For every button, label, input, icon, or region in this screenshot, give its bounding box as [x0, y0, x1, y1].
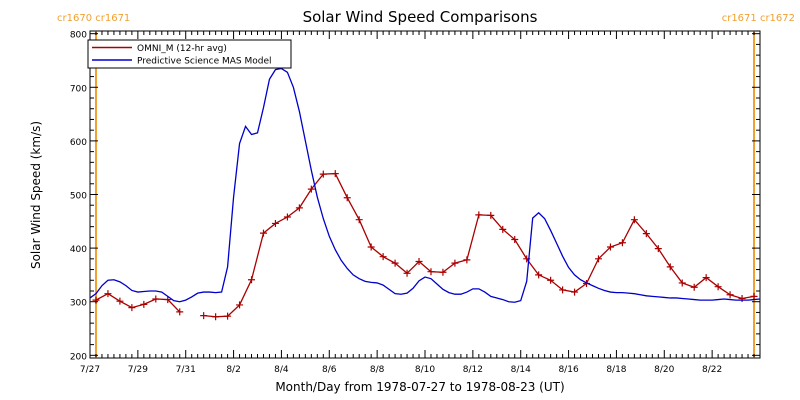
data-point — [642, 230, 650, 238]
x-tick-label: 8/20 — [654, 365, 674, 375]
plot-border — [89, 30, 761, 359]
data-point — [499, 225, 507, 233]
data-point — [224, 312, 232, 320]
data-point — [259, 229, 267, 237]
x-tick-label: 8/6 — [322, 365, 337, 375]
data-point — [511, 236, 519, 244]
data-point — [152, 295, 160, 303]
x-tick-label: 8/2 — [226, 365, 240, 375]
legend: OMNI_M (12-hr avg) Predictive Science MA… — [87, 39, 292, 69]
data-point — [427, 268, 435, 276]
data-point — [714, 283, 722, 291]
data-point — [463, 256, 471, 264]
data-point — [283, 213, 291, 221]
data-point — [535, 271, 543, 279]
x-axis-title: Month/Day from 1978-07-27 to 1978-08-23 … — [275, 380, 564, 394]
data-point — [140, 300, 148, 308]
data-point — [678, 279, 686, 287]
data-point — [391, 259, 399, 267]
series-1 — [89, 67, 761, 303]
data-point — [271, 219, 279, 227]
data-point — [403, 269, 411, 277]
x-tick-label: 8/22 — [702, 365, 722, 375]
data-point — [379, 253, 387, 261]
series-line — [89, 67, 761, 303]
data-point — [606, 243, 614, 251]
data-point — [594, 255, 602, 263]
data-point — [559, 286, 567, 294]
series-0 — [92, 170, 758, 321]
data-point — [690, 283, 698, 291]
x-tick-label: 8/10 — [415, 365, 435, 375]
series-line — [203, 172, 755, 318]
data-point — [475, 211, 483, 219]
data-point — [415, 258, 423, 266]
data-point — [307, 185, 315, 193]
data-point — [738, 294, 746, 302]
y-tick-label: 500 — [70, 192, 87, 202]
y-tick-label: 600 — [70, 138, 87, 148]
data-point — [439, 268, 447, 276]
x-tick-label: 8/4 — [274, 365, 289, 375]
y-tick-label: 700 — [70, 84, 87, 94]
y-tick-label: 400 — [70, 245, 87, 255]
rotation-marker-label: cr1670 cr1671 — [57, 13, 130, 24]
data-point — [331, 170, 339, 178]
data-point — [355, 216, 363, 224]
data-point — [295, 204, 303, 212]
series-lines — [89, 67, 761, 321]
data-point — [487, 211, 495, 219]
data-point — [547, 276, 555, 284]
plot-frame — [89, 30, 761, 359]
data-point — [128, 304, 136, 312]
data-point — [654, 245, 662, 253]
data-point — [451, 259, 459, 267]
data-point — [212, 313, 220, 321]
data-point — [618, 239, 626, 247]
data-point — [702, 274, 710, 282]
x-tick-label: 7/29 — [128, 365, 148, 375]
x-tick-label: 8/14 — [511, 365, 531, 375]
data-point — [164, 296, 172, 304]
data-point — [630, 216, 638, 224]
data-point — [750, 292, 758, 300]
legend-box — [87, 39, 292, 69]
rotation-marker-label: cr1671 cr1672 — [722, 13, 795, 24]
axis-ticks: 200 300 400 500 600 700 800 7/27 7/29 7/31 8/2 8/4 8… — [70, 31, 761, 375]
y-tick-label: 200 — [70, 352, 87, 362]
y-tick-label: 800 — [70, 31, 87, 41]
data-point — [726, 291, 734, 299]
data-point — [116, 297, 124, 305]
data-point — [236, 301, 244, 309]
legend-label-mas: Predictive Science MAS Model — [137, 57, 272, 67]
data-point — [200, 312, 208, 320]
data-point — [92, 296, 100, 304]
x-tick-label: 8/16 — [558, 365, 578, 375]
x-tick-label: 8/12 — [463, 365, 483, 375]
y-tick-label: 300 — [70, 299, 87, 309]
data-point — [319, 170, 327, 178]
data-point — [176, 308, 184, 316]
legend-label-omni: OMNI_M (12-hr avg) — [137, 44, 227, 54]
data-point — [343, 194, 351, 202]
data-point — [367, 243, 375, 251]
chart-title: Solar Wind Speed Comparisons — [303, 8, 538, 26]
data-point — [666, 263, 674, 271]
x-tick-label: 8/18 — [606, 365, 626, 375]
data-point — [571, 288, 579, 296]
x-tick-label: 8/8 — [370, 365, 385, 375]
y-axis-title: Solar Wind Speed (km/s) — [29, 121, 43, 269]
x-tick-label: 7/31 — [176, 365, 196, 375]
x-tick-label: 7/27 — [80, 365, 100, 375]
data-point — [248, 276, 256, 284]
data-point — [104, 290, 112, 298]
